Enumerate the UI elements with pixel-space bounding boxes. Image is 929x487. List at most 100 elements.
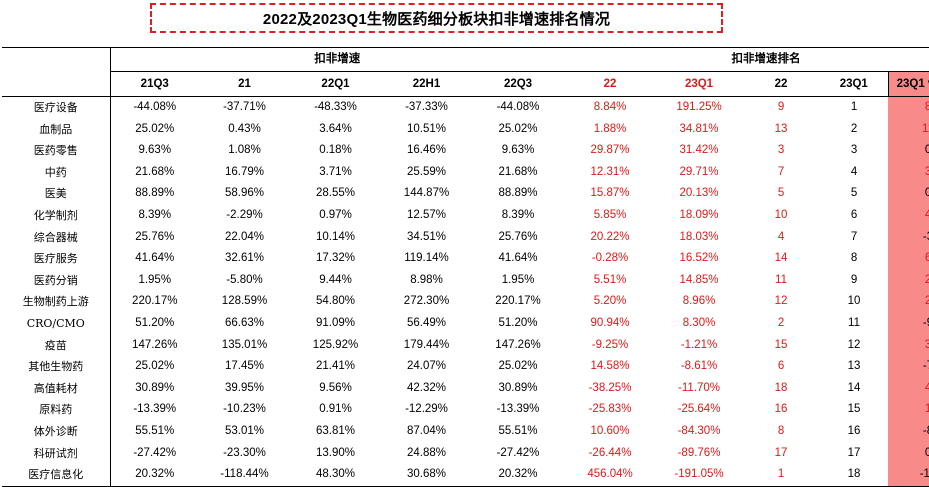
- growth-cell: 34.51%: [406, 230, 446, 243]
- growth-cell-highlight: 5.85%: [593, 208, 627, 221]
- growth-cell-highlight: 18.03%: [679, 230, 719, 243]
- corner-cell-2: [2, 71, 111, 97]
- growth-cell: 25.02%: [135, 360, 175, 373]
- column-header: 23Q1 vs. 22: [887, 71, 929, 97]
- table-row: 医药零售 9.63% 1.08% 0.18% 16.46% 9.63% 29.87% 31.4…: [2, 140, 929, 162]
- table-row: 体外诊断 55.51% 53.01% 63.81% 87.04% 55.51% 10.60%…: [2, 420, 929, 443]
- growth-cell-highlight: 456.04%: [564, 464, 657, 487]
- column-header: 22Q3: [472, 71, 565, 97]
- rank-cell-22: 17: [774, 446, 788, 459]
- rank-change-cell: 6: [888, 248, 929, 270]
- rank-change-cell: 3: [888, 161, 929, 184]
- table-row: 医疗设备 -44.08% -37.71% -48.33% -37.33% -44.08% 8…: [2, 96, 929, 119]
- rank-change-cell: -3: [888, 226, 929, 249]
- growth-cell-highlight: 16.52%: [679, 252, 719, 265]
- table-row: 生物制药上游 220.17% 128.59% 54.80% 272.30% 220.17%…: [2, 291, 929, 313]
- rank-cell-23q1: 7: [850, 230, 858, 243]
- growth-cell: 30.89%: [135, 381, 175, 394]
- growth-cell-highlight: 29.87%: [590, 144, 630, 157]
- growth-cell-highlight: 10.60%: [590, 424, 630, 437]
- sector-name: 血制品: [2, 118, 111, 141]
- growth-cell-highlight: -84.30%: [677, 424, 721, 437]
- table-row: 化学制剂 8.39% -2.29% 0.97% 12.57% 8.39% 5.85% 18.0…: [2, 204, 929, 227]
- sector-name: 医药零售: [2, 140, 111, 162]
- growth-cell-highlight: 15.87%: [590, 187, 630, 200]
- growth-cell: 54.80%: [315, 295, 355, 308]
- rank-cell-22: 2: [777, 316, 785, 329]
- rank-change-cell: 4: [888, 204, 929, 227]
- rank-cell-23q1: 18: [820, 464, 889, 487]
- table-row: 医美 88.89% 58.96% 28.55% 144.87% 88.89% 15.87% 2…: [2, 183, 929, 205]
- growth-cell: 9.63%: [501, 144, 535, 157]
- rank-cell-23q1: 5: [850, 187, 858, 200]
- growth-cell: 9.63%: [138, 144, 172, 157]
- rank-change-cell: 1: [888, 399, 929, 421]
- growth-cell-highlight: 8.96%: [682, 295, 716, 308]
- growth-cell: -5.80%: [226, 273, 263, 286]
- growth-cell-highlight: 90.94%: [590, 316, 630, 329]
- growth-cell-highlight: -8.61%: [680, 360, 718, 373]
- growth-cell: 21.68%: [135, 165, 175, 178]
- rank-cell-23q1: 14: [847, 381, 861, 394]
- growth-cell: 56.49%: [406, 316, 446, 329]
- column-header: 22: [564, 71, 657, 97]
- rank-cell-23q1: 2: [850, 122, 858, 135]
- growth-cell: 91.09%: [315, 316, 355, 329]
- growth-cell: 51.20%: [498, 316, 538, 329]
- growth-cell: 21.41%: [315, 360, 355, 373]
- growth-cell-highlight: 5.20%: [593, 295, 627, 308]
- growth-cell-highlight: 29.71%: [679, 165, 719, 178]
- table-row: 医疗服务 41.64% 32.61% 17.32% 119.14% 41.64% -0.28…: [2, 248, 929, 270]
- growth-cell: 220.17%: [495, 295, 541, 308]
- column-header: 22: [742, 71, 821, 97]
- growth-cell: -37.71%: [223, 101, 266, 113]
- sector-name: 高值耗材: [2, 377, 111, 400]
- rank-cell-22: 1: [742, 464, 821, 487]
- rank-cell-22: 11: [775, 273, 787, 286]
- table-row: 疫苗 147.26% 135.01% 125.92% 179.44% 147.26% -9.…: [2, 334, 929, 357]
- growth-cell: 30.68%: [381, 464, 472, 487]
- growth-cell: 1.95%: [501, 273, 535, 286]
- growth-cell: 24.07%: [406, 360, 446, 373]
- growth-cell-highlight: 12.31%: [590, 165, 630, 178]
- growth-cell: 0.18%: [319, 144, 352, 157]
- growth-cell-highlight: 31.42%: [679, 144, 719, 157]
- rank-cell-22: 3: [777, 144, 785, 157]
- growth-cell: 144.87%: [403, 187, 450, 200]
- growth-cell: 48.30%: [290, 464, 381, 487]
- table-row: 中药 21.68% 16.79% 3.71% 25.59% 21.68% 12.31% 29.…: [2, 161, 929, 184]
- growth-cell-highlight: 1.88%: [593, 122, 627, 135]
- column-header: 22H1: [381, 71, 472, 97]
- rank-cell-23q1: 6: [850, 208, 858, 221]
- growth-cell-highlight: 8.84%: [593, 101, 627, 113]
- corner-cell: [2, 47, 110, 72]
- growth-cell: 25.02%: [135, 122, 175, 135]
- growth-ranking-table: 扣非增速 扣非增速排名 21Q3 21 22Q1 22H1 22Q3 22 23Q1 22 23…: [2, 47, 929, 487]
- growth-cell: 179.44%: [403, 338, 450, 351]
- rank-cell-22: 16: [774, 403, 788, 416]
- growth-cell: -10.23%: [223, 403, 266, 416]
- growth-cell: 24.88%: [406, 446, 446, 459]
- rank-cell-22: 5: [777, 187, 785, 200]
- rank-cell-22: 6: [777, 360, 785, 373]
- rank-change-cell: 3: [888, 334, 929, 357]
- growth-cell: -27.42%: [496, 446, 540, 459]
- growth-cell: -37.33%: [405, 101, 448, 113]
- growth-cell-highlight: 191.25%: [676, 101, 722, 113]
- growth-cell: 28.55%: [315, 187, 355, 200]
- rank-cell-23q1: 1: [850, 101, 858, 113]
- growth-cell-highlight: -26.44%: [588, 446, 632, 459]
- growth-cell-highlight: -9.25%: [591, 338, 629, 351]
- group-header-rank: 扣非增速排名: [564, 47, 929, 72]
- growth-cell: 10.51%: [406, 122, 446, 135]
- table-row: 科研试剂 -27.42% -23.30% 13.90% 24.88% -27.42% -26…: [2, 442, 929, 465]
- growth-cell: 58.96%: [224, 187, 264, 200]
- growth-cell-highlight: -89.76%: [677, 446, 721, 459]
- growth-cell: 41.64%: [498, 252, 538, 265]
- growth-cell: 41.64%: [135, 252, 175, 265]
- growth-cell-highlight: 20.13%: [679, 187, 719, 200]
- rank-cell-22: 14: [774, 252, 788, 265]
- rank-change-cell: 11: [888, 118, 929, 141]
- rank-cell-22: 12: [774, 295, 788, 308]
- growth-cell: 32.61%: [224, 252, 264, 265]
